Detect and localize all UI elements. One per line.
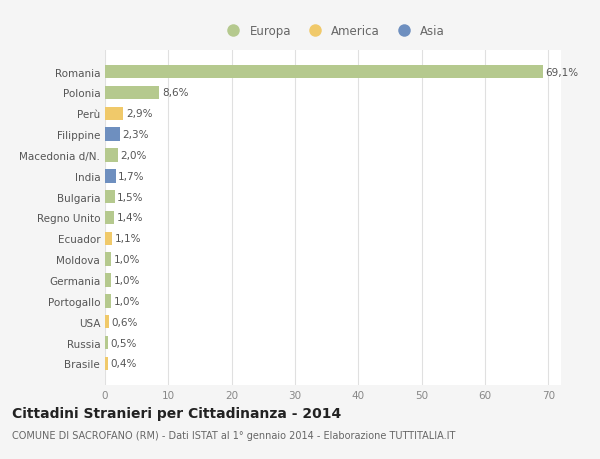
- Bar: [105, 253, 112, 266]
- Text: 2,0%: 2,0%: [120, 151, 146, 161]
- Text: 2,9%: 2,9%: [126, 109, 152, 119]
- Text: Cittadini Stranieri per Cittadinanza - 2014: Cittadini Stranieri per Cittadinanza - 2…: [12, 406, 341, 420]
- Bar: [105, 190, 115, 204]
- Bar: [105, 294, 112, 308]
- Text: 8,6%: 8,6%: [162, 88, 188, 98]
- Bar: [105, 357, 107, 370]
- Bar: [105, 315, 109, 329]
- Bar: [105, 274, 112, 287]
- Text: 1,0%: 1,0%: [114, 255, 140, 264]
- Text: 2,3%: 2,3%: [122, 130, 149, 140]
- Bar: [105, 149, 118, 162]
- Bar: [105, 232, 112, 246]
- Text: 1,7%: 1,7%: [118, 172, 145, 181]
- Bar: [105, 336, 108, 350]
- Bar: [105, 86, 160, 100]
- Bar: [105, 107, 124, 121]
- Bar: [105, 128, 119, 142]
- Text: 1,5%: 1,5%: [117, 192, 143, 202]
- Legend: Europa, America, Asia: Europa, America, Asia: [221, 25, 445, 38]
- Bar: [105, 170, 116, 183]
- Text: 0,4%: 0,4%: [110, 358, 136, 369]
- Text: 1,1%: 1,1%: [115, 234, 141, 244]
- Bar: [105, 66, 542, 79]
- Text: 1,0%: 1,0%: [114, 275, 140, 285]
- Text: 69,1%: 69,1%: [545, 67, 578, 78]
- Text: COMUNE DI SACROFANO (RM) - Dati ISTAT al 1° gennaio 2014 - Elaborazione TUTTITAL: COMUNE DI SACROFANO (RM) - Dati ISTAT al…: [12, 431, 455, 441]
- Text: 1,0%: 1,0%: [114, 296, 140, 306]
- Text: 1,4%: 1,4%: [116, 213, 143, 223]
- Text: 0,5%: 0,5%: [111, 338, 137, 348]
- Text: 0,6%: 0,6%: [112, 317, 138, 327]
- Bar: [105, 211, 114, 225]
